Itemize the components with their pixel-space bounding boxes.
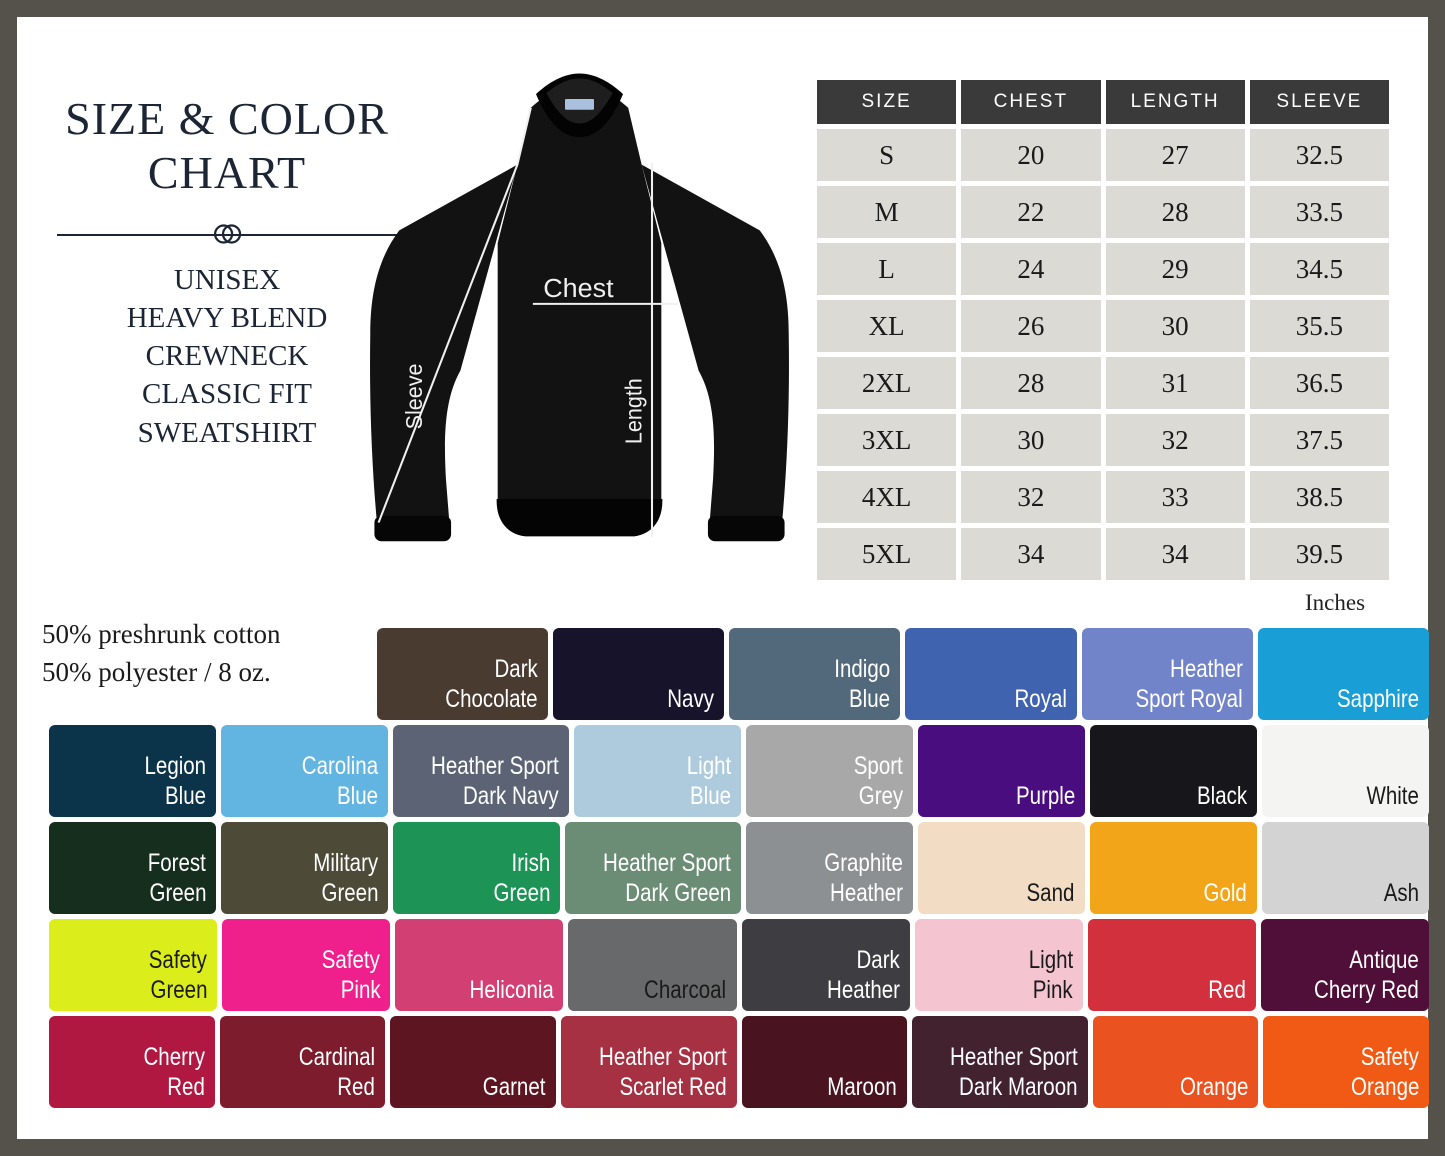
svg-text:Length: Length [621, 378, 647, 444]
svg-text:Sleeve: Sleeve [402, 364, 428, 430]
svg-text:Chest: Chest [543, 274, 614, 303]
